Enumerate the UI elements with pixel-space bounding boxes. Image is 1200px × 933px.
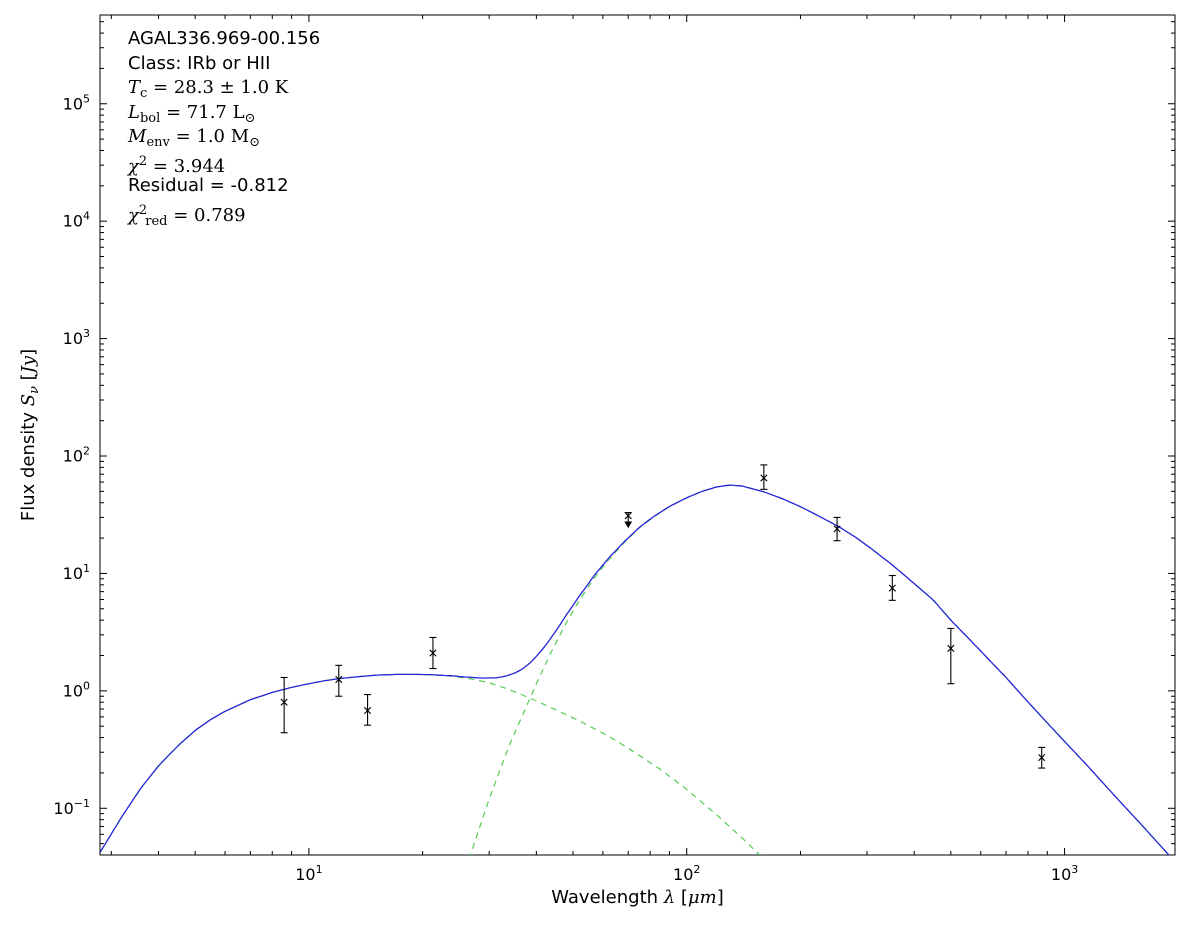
x-marker: [833, 525, 841, 533]
data-point: [760, 464, 768, 490]
annotation-temperature: Tc = 28.3 ± 1.0 K: [128, 76, 320, 101]
annotation-envelope-mass: Menv = 1.0 M⊙: [128, 125, 320, 150]
luminosity-value: = 71.7 L: [160, 101, 245, 123]
x-marker: [947, 644, 955, 652]
temperature-value: = 28.3 ± 1.0 K: [147, 77, 289, 98]
chi-exponent: 2: [138, 202, 148, 218]
upper-limit-point: [624, 512, 633, 529]
down-arrow-head: [624, 521, 633, 529]
y-tick-label: 103: [63, 327, 90, 348]
chi-symbol: χ: [128, 204, 139, 226]
fit-annotation: AGAL336.969-00.156 Class: IRb or HII Tc …: [128, 27, 320, 229]
y-tick-label: 100: [63, 679, 90, 700]
model-curves: [100, 484, 1170, 855]
x-marker: [335, 675, 343, 684]
x-tick-label: 103: [1051, 863, 1078, 884]
x-tick-label: 102: [673, 863, 700, 884]
data-point: [335, 664, 343, 697]
data-point: [280, 676, 288, 734]
mass-symbol: M: [128, 126, 147, 147]
total-model-curve: [100, 484, 1170, 855]
data-point: [1038, 746, 1046, 769]
annotation-source-name: AGAL336.969-00.156: [128, 27, 320, 52]
residual-text: Residual = -0.812: [128, 175, 289, 196]
y-tick-label: 104: [63, 210, 90, 231]
chi-subscript: red: [145, 213, 168, 229]
data-point: [363, 694, 372, 726]
annotation-luminosity: Lbol = 71.7 L⊙: [128, 101, 320, 126]
annotation-chi2: χ2 = 3.944: [128, 150, 320, 177]
cold-component-curve: [469, 484, 1170, 855]
annotation-chi2-reduced: χ2red = 0.789: [128, 199, 320, 229]
x-axis-label: Wavelength λ [μm]: [551, 887, 723, 908]
x-tick-label: 101: [295, 863, 322, 884]
temperature-subscript: c: [140, 86, 148, 101]
sun-symbol: ⊙: [249, 135, 261, 150]
class-text: Class: IRb or HII: [128, 52, 271, 74]
luminosity-subscript: bol: [139, 110, 161, 126]
x-marker: [429, 649, 437, 657]
mass-value: = 1.0 M: [169, 126, 250, 147]
x-marker: [1038, 754, 1046, 762]
chi-symbol: χ: [128, 155, 139, 177]
y-tick-label: 102: [63, 445, 90, 466]
y-tick-label: 101: [63, 562, 90, 583]
y-tick-label: 105: [63, 92, 90, 113]
data-point: [429, 636, 437, 670]
y-axis-label: Flux density Sν [Jy]: [18, 349, 42, 521]
x-marker: [624, 512, 632, 520]
annotation-residual: Residual = -0.812: [128, 174, 320, 199]
luminosity-symbol: L: [128, 101, 140, 123]
source-name-text: AGAL336.969-00.156: [128, 28, 321, 49]
data-points: [280, 464, 1046, 769]
data-point: [888, 574, 896, 601]
sun-symbol: ⊙: [244, 110, 256, 126]
axes-frame: [99, 14, 1176, 856]
annotation-class: Class: IRb or HII: [128, 52, 320, 77]
data-point: [947, 627, 955, 685]
hot-component-curve: [100, 673, 761, 855]
x-marker: [888, 584, 896, 592]
temperature-symbol: T: [128, 77, 141, 98]
mass-subscript: env: [146, 135, 170, 150]
x-marker: [760, 474, 768, 482]
data-point: [833, 516, 841, 542]
chi2-value: = 3.944: [147, 155, 226, 177]
x-marker: [280, 698, 288, 706]
chi-exponent: 2: [138, 153, 148, 169]
y-tick-label: 10−1: [53, 797, 90, 818]
chi2-reduced-value: = 0.789: [167, 204, 246, 226]
x-marker: [363, 706, 372, 715]
